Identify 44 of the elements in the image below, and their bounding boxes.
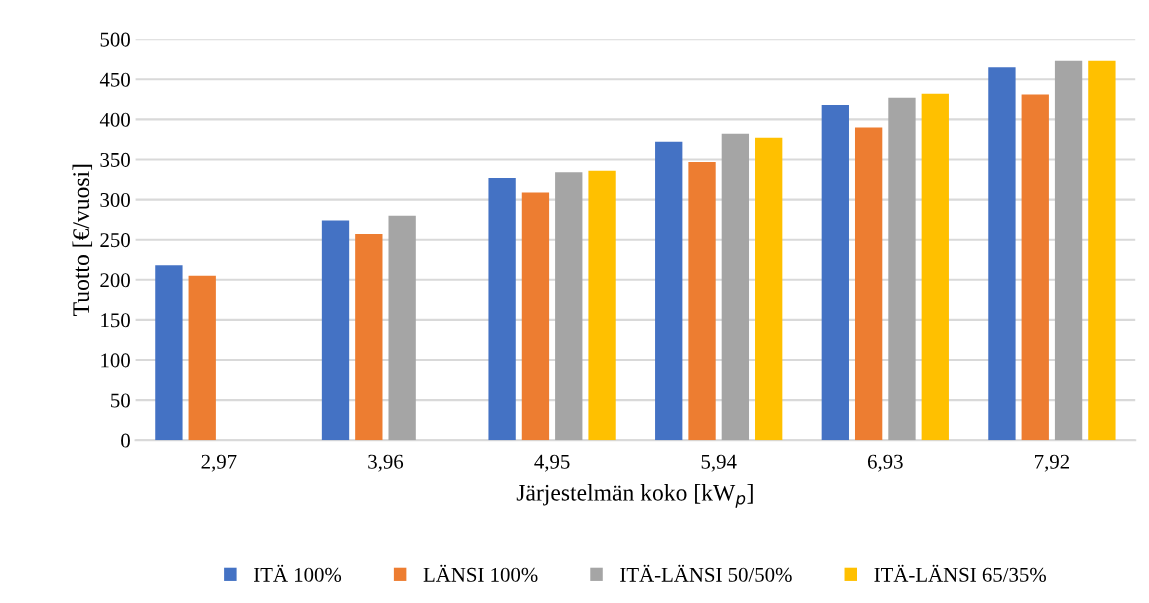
bar — [988, 67, 1016, 441]
bar — [188, 275, 216, 441]
bar — [1054, 60, 1083, 441]
y-tick-label: 100 — [101, 353, 130, 368]
y-tick-label: 400 — [99, 112, 130, 127]
y-tick-label: 0 — [121, 433, 130, 448]
x-tick-label: 6,93 — [867, 454, 903, 472]
bar — [921, 93, 949, 441]
bar — [1021, 94, 1049, 441]
x-tick-label: 4,95 — [534, 454, 570, 472]
y-tick-label: 150 — [101, 313, 130, 328]
y-tick-label: 200 — [100, 273, 130, 288]
bar — [1088, 60, 1116, 441]
y-tick-label: 350 — [100, 152, 130, 167]
y-axis-title: Tuotto [€/vuosi] — [72, 164, 93, 316]
bar — [721, 133, 750, 441]
legend-label: ITÄ 100% — [254, 564, 342, 582]
bar — [521, 192, 550, 441]
x-tick-label: 5,94 — [701, 454, 737, 472]
y-tick-label: 450 — [99, 72, 130, 87]
y-tick-label: 500 — [100, 32, 130, 47]
legend-label: LÄNSI 100% — [423, 564, 538, 582]
y-tick-label: 300 — [100, 192, 130, 208]
x-tick-label: 2,97 — [201, 454, 237, 472]
legend-label: ITÄ-LÄNSI 65/35% — [874, 564, 1046, 582]
bar — [321, 220, 350, 441]
x-tick-label: 3,96 — [368, 454, 404, 472]
bar — [555, 172, 583, 441]
bar — [821, 104, 849, 441]
bar — [488, 177, 516, 441]
legend-label: ITÄ-LÄNSI 50/50% — [620, 564, 792, 582]
bar — [655, 141, 683, 441]
bar — [888, 97, 916, 441]
y-tick-label: 50 — [111, 393, 130, 408]
x-axis-title: Järjestelmän koko [kW$_{p}$] — [516, 484, 753, 508]
bar — [688, 161, 716, 441]
bar — [155, 265, 183, 441]
y-tick-label: 250 — [100, 233, 130, 248]
bar — [388, 215, 416, 441]
bar — [755, 137, 783, 441]
x-tick-label: 7,92 — [1035, 454, 1069, 472]
bar — [355, 234, 383, 441]
bar — [854, 127, 883, 441]
bar — [588, 170, 616, 441]
